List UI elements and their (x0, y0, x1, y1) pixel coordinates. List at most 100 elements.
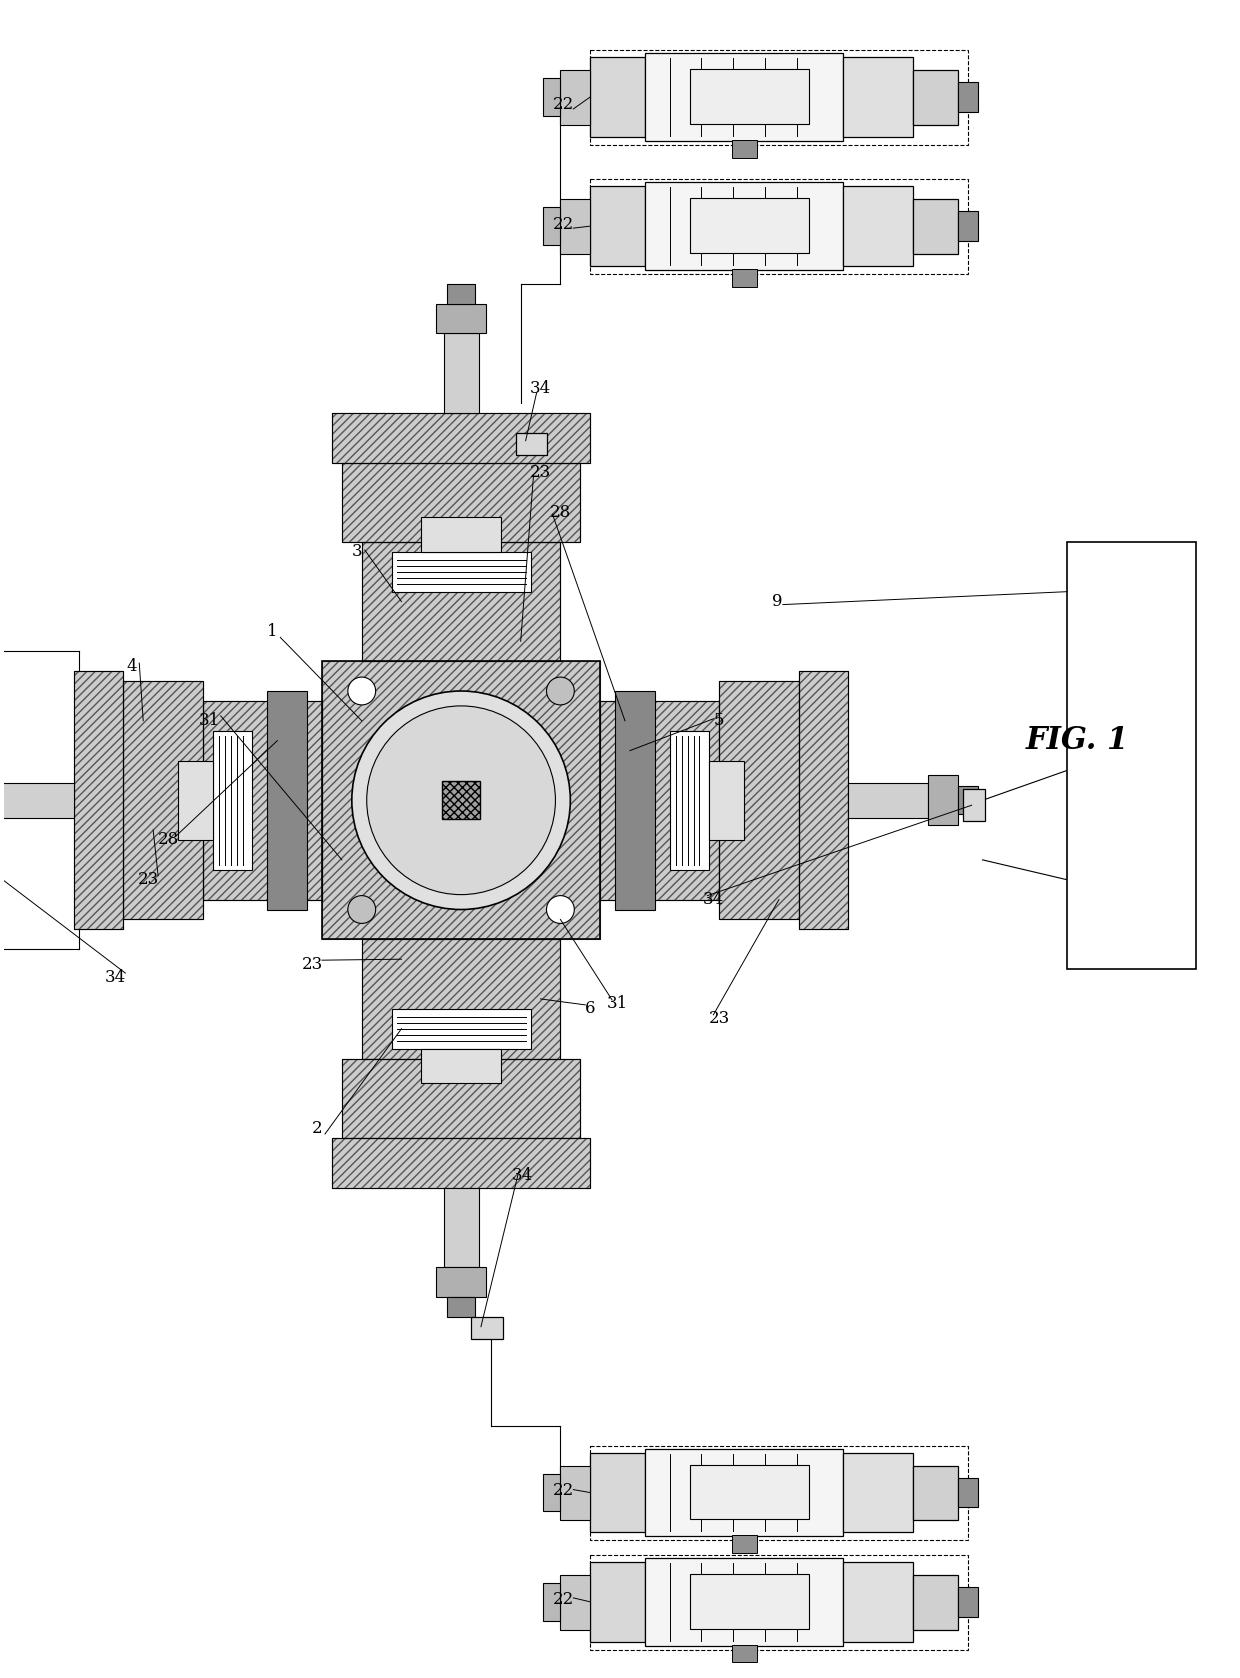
Bar (913, 1576, 957, 1629)
Text: 22: 22 (553, 96, 574, 114)
Bar (848, 784, 928, 819)
Bar (123, 681, 203, 920)
Bar (444, 334, 479, 413)
Bar (645, 54, 843, 141)
Circle shape (348, 896, 376, 923)
Text: 23: 23 (709, 1010, 730, 1027)
Bar (436, 304, 486, 334)
Bar (448, 1297, 475, 1317)
Bar (362, 542, 560, 661)
Bar (322, 661, 600, 940)
Text: 9: 9 (771, 592, 782, 611)
Bar (645, 183, 843, 270)
Text: 23: 23 (529, 465, 551, 482)
Text: 1: 1 (267, 623, 278, 639)
Bar (590, 50, 967, 144)
Bar (322, 661, 600, 940)
Bar (448, 284, 475, 304)
Bar (543, 1582, 560, 1621)
Bar (471, 1317, 502, 1339)
Bar (799, 671, 848, 930)
Bar (0, 784, 73, 819)
Bar (957, 1587, 977, 1616)
Bar (268, 691, 308, 909)
Bar (913, 200, 957, 253)
Bar (957, 82, 977, 112)
Text: 34: 34 (529, 379, 551, 396)
Bar (73, 671, 123, 930)
Text: 22: 22 (553, 1591, 574, 1608)
Bar (689, 1574, 808, 1629)
Bar (733, 1644, 758, 1663)
Bar (516, 433, 548, 455)
Bar (600, 701, 719, 899)
Bar (444, 1188, 479, 1267)
Bar (709, 760, 744, 841)
Bar (342, 1059, 580, 1138)
Bar (615, 691, 655, 909)
Bar (645, 1559, 843, 1646)
Bar (342, 463, 580, 542)
Text: 3: 3 (351, 544, 362, 560)
Bar (590, 186, 645, 265)
Text: 5: 5 (714, 711, 724, 730)
Bar (543, 208, 560, 245)
Text: 2: 2 (311, 1119, 322, 1136)
Bar (957, 1478, 977, 1507)
Bar (590, 1446, 967, 1540)
Bar (392, 552, 531, 592)
Text: 34: 34 (703, 891, 724, 908)
Bar (362, 940, 560, 1059)
Bar (928, 775, 957, 826)
Bar (645, 1448, 843, 1537)
Bar (799, 671, 848, 930)
Circle shape (352, 691, 570, 909)
Bar (560, 1467, 590, 1520)
Bar (843, 57, 913, 136)
Text: 22: 22 (553, 1482, 574, 1498)
Bar (73, 671, 123, 930)
Bar (179, 760, 213, 841)
Bar (543, 79, 560, 116)
Bar (422, 517, 501, 552)
Bar (957, 211, 977, 242)
Text: 34: 34 (105, 968, 126, 985)
Text: 6: 6 (585, 1000, 595, 1017)
Bar (203, 701, 322, 899)
Bar (560, 70, 590, 124)
Text: 34: 34 (512, 1168, 533, 1185)
Bar (560, 200, 590, 253)
Bar (733, 1535, 758, 1554)
Bar (213, 730, 253, 869)
Circle shape (367, 706, 556, 894)
Bar (392, 1008, 531, 1049)
Bar (123, 681, 203, 920)
Bar (590, 1556, 967, 1649)
Bar (590, 1453, 645, 1532)
Circle shape (547, 896, 574, 923)
Bar (1066, 542, 1197, 970)
Bar (689, 198, 808, 253)
Bar (543, 1473, 560, 1512)
Text: 31: 31 (200, 711, 221, 730)
Text: 4: 4 (126, 658, 136, 675)
Bar (962, 789, 985, 821)
Text: 22: 22 (553, 216, 574, 233)
Bar (843, 1453, 913, 1532)
Bar (332, 1138, 590, 1188)
Bar (843, 1562, 913, 1641)
Text: 23: 23 (138, 871, 159, 888)
Bar (332, 413, 590, 463)
Bar (843, 186, 913, 265)
Bar (332, 413, 590, 463)
Bar (342, 463, 580, 542)
Bar (733, 268, 758, 287)
Text: FIG. 1: FIG. 1 (1025, 725, 1128, 757)
Bar (422, 1049, 501, 1084)
Bar (590, 57, 645, 136)
Bar (203, 701, 322, 899)
Bar (362, 542, 560, 661)
Circle shape (348, 678, 376, 705)
Bar (362, 940, 560, 1059)
Bar (590, 1562, 645, 1641)
